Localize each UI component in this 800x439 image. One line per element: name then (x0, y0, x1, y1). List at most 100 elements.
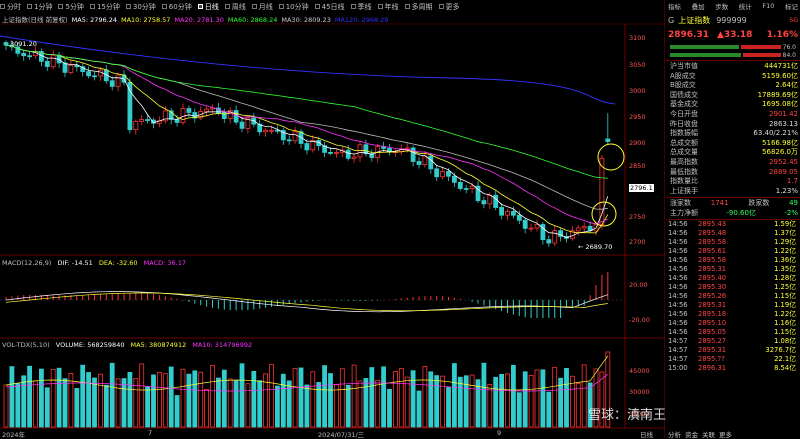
bottom-tab[interactable]: 分析 (668, 431, 681, 439)
volume-bar (33, 380, 38, 428)
volume-bar (74, 387, 80, 428)
volume-bar (174, 395, 180, 428)
volume-bar (570, 375, 575, 428)
candle (192, 112, 198, 119)
right-tool-button[interactable]: 叠加 (691, 3, 705, 11)
up-count: 1741 (710, 199, 729, 208)
period-tab[interactable]: 30分钟 (125, 2, 156, 12)
instrument-title: G 上证指数 999999 SG (666, 12, 800, 28)
right-tool-button[interactable]: 标记 (784, 3, 798, 11)
y-tick: 3000 (629, 87, 646, 95)
volume-bar (404, 376, 410, 428)
ma5-line (5, 44, 609, 239)
candle (27, 55, 33, 58)
volume-bar (286, 380, 292, 428)
volume-bar (198, 371, 204, 428)
period-tab-label: 5分钟 (65, 2, 84, 11)
volume-bar (151, 374, 156, 428)
period-tab[interactable]: 45日线 (314, 2, 345, 12)
price-axis: 3100 3050 3000 2950 2900 2850 2796.1 275… (625, 0, 665, 255)
volume-bar (522, 371, 528, 428)
period-tab[interactable]: 15分钟 (89, 2, 120, 12)
right-toolbar: 指标 叠加 步数 统计 F10 标记 (666, 0, 800, 12)
candlestick-chart[interactable]: 3091.20 ← 2689.70 (0, 0, 665, 438)
volume-bar (263, 373, 269, 428)
period-tab[interactable]: 更多 (438, 2, 460, 12)
period-tab[interactable]: 年线 (377, 2, 399, 12)
volume-bar (227, 378, 233, 428)
candle (151, 119, 156, 124)
candle (522, 219, 528, 229)
period-tab[interactable]: 5分钟 (58, 2, 84, 12)
radio-icon (224, 4, 230, 9)
period-tab[interactable]: 分时 (0, 2, 21, 12)
volume-bar (428, 371, 434, 428)
fund-label: 主力净额 (670, 208, 698, 217)
volume-bar (92, 377, 97, 428)
period-tab[interactable]: 日线 (197, 2, 219, 12)
period-tab[interactable]: 60分钟 (161, 2, 192, 12)
volume-bar (133, 378, 139, 428)
sg-label: SG (789, 16, 798, 24)
field-value: 5166.98亿 (762, 138, 798, 147)
tick-v: 1.35亿 (774, 264, 796, 273)
candle (499, 207, 505, 216)
tick-v: 8.54亿 (774, 363, 796, 372)
tick-t: 14:56 (668, 228, 688, 237)
dea-line (5, 292, 608, 312)
volume-bar (80, 364, 86, 428)
y-tick: 20.00 (629, 281, 648, 289)
tick-list[interactable]: 14:56 2895.43 1.59亿 14:56 2895.48 1.37亿 14:56 2… (666, 220, 800, 373)
tick-row: 14:56 2895.10 1.16亿 (666, 319, 800, 328)
period-tab[interactable]: 月线 (251, 2, 273, 12)
volume-bar (162, 373, 168, 428)
bottom-tab[interactable]: 关联 (702, 431, 715, 439)
field-label: 基金成交 (670, 100, 698, 109)
right-tool-button[interactable]: 统计 (738, 3, 752, 11)
bottom-tab[interactable]: 资金 (685, 431, 698, 439)
right-tool-button[interactable]: F10 (762, 2, 775, 10)
volume-bar (540, 369, 546, 428)
candle (410, 147, 416, 162)
candle (469, 185, 475, 190)
candle (440, 170, 446, 178)
tick-v: 1.22亿 (774, 309, 796, 318)
volume-bar (168, 366, 174, 428)
volume-bar (469, 374, 475, 428)
period-tab[interactable]: 季线 (350, 2, 372, 12)
period-tab-label: 更多 (445, 2, 460, 11)
period-tab-label: 季线 (357, 2, 372, 11)
candle (333, 151, 339, 154)
quote-field-row: 总成交量 56826.0万 (666, 148, 800, 158)
volume-bar (451, 363, 457, 428)
period-tab[interactable]: 多周期 (404, 2, 433, 12)
tick-t: 14:56 (668, 264, 688, 273)
candle (251, 117, 257, 125)
period-tab[interactable]: 10分钟 (278, 2, 309, 12)
tick-p: 2895.43 (698, 219, 727, 228)
volume-bar (369, 367, 375, 428)
period-tab-label: 60分钟 (168, 2, 192, 11)
period-tab[interactable]: 1分钟 (27, 2, 52, 12)
volume-bar (552, 366, 558, 428)
radio-icon (161, 4, 167, 9)
bar-b-value: 84.0 (782, 51, 796, 59)
candle (428, 155, 434, 170)
tick-v: 1.37亿 (774, 228, 796, 237)
radio-icon (125, 4, 131, 9)
bottom-tab[interactable]: 更多 (719, 431, 732, 439)
vol-ma10: MA10: 314796992 (192, 341, 253, 349)
volume-bar (156, 371, 162, 428)
volume-bar (357, 380, 363, 428)
right-tool-button[interactable]: 步数 (715, 3, 729, 11)
x-tick: 9 (497, 429, 502, 437)
candle (534, 224, 540, 229)
tick-t: 14:56 (668, 246, 688, 255)
tick-t: 14:56 (668, 219, 688, 228)
right-tool-button[interactable]: 指标 (668, 3, 681, 11)
tick-row: 14:56 2895.58 1.29亿 (666, 238, 800, 247)
tick-t: 14:56 (668, 309, 688, 318)
candle (68, 65, 74, 73)
period-tab[interactable]: 周线 (224, 2, 246, 12)
volume-bar (121, 378, 127, 428)
